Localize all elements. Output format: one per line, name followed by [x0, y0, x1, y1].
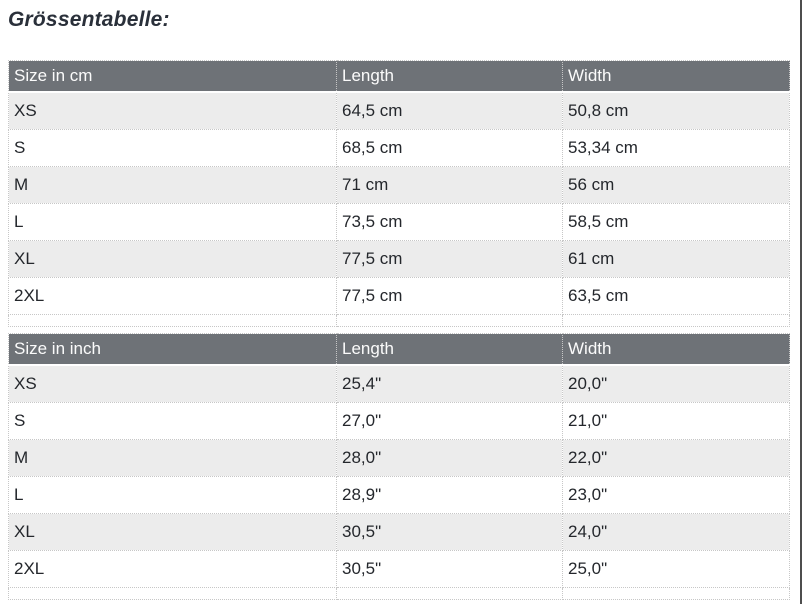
spacer-cell — [336, 314, 563, 327]
table-row: XS 25,4" 20,0" — [8, 364, 790, 403]
value-cell: 77,5 cm — [336, 277, 563, 315]
content-right-border — [800, 0, 802, 604]
value-cell: 61 cm — [562, 240, 790, 278]
value-cell: 23,0" — [562, 476, 790, 514]
spacer-cell — [562, 587, 790, 600]
value-cell: 64,5 cm — [336, 91, 563, 130]
spacer-cell — [8, 587, 337, 600]
value-cell: 22,0" — [562, 439, 790, 477]
spacer-row — [8, 587, 790, 600]
size-cell: S — [8, 402, 337, 440]
table-row: S 68,5 cm 53,34 cm — [8, 129, 790, 167]
value-cell: 53,34 cm — [562, 129, 790, 167]
column-header: Width — [562, 333, 790, 366]
column-header: Size in cm — [8, 60, 337, 93]
spacer-cell — [336, 587, 563, 600]
value-cell: 30,5" — [336, 550, 563, 588]
table-row: L 28,9" 23,0" — [8, 476, 790, 514]
spacer-cell — [8, 314, 337, 327]
value-cell: 28,9" — [336, 476, 563, 514]
size-cell: L — [8, 203, 337, 241]
size-cell: L — [8, 476, 337, 514]
value-cell: 21,0" — [562, 402, 790, 440]
value-cell: 30,5" — [336, 513, 563, 551]
size-table-title: Grössentabelle: — [8, 8, 170, 31]
value-cell: 20,0" — [562, 364, 790, 403]
size-cell: M — [8, 166, 337, 204]
value-cell: 25,4" — [336, 364, 563, 403]
header-row: Size in cm Length Width — [8, 60, 790, 93]
table-row: M 71 cm 56 cm — [8, 166, 790, 204]
value-cell: 28,0" — [336, 439, 563, 477]
spacer-row — [8, 314, 790, 327]
column-header: Length — [336, 333, 563, 366]
value-cell: 50,8 cm — [562, 91, 790, 130]
table-row: XL 30,5" 24,0" — [8, 513, 790, 551]
value-cell: 71 cm — [336, 166, 563, 204]
size-cell: 2XL — [8, 277, 337, 315]
table-row: S 27,0" 21,0" — [8, 402, 790, 440]
value-cell: 77,5 cm — [336, 240, 563, 278]
value-cell: 27,0" — [336, 402, 563, 440]
size-table-cm: Size in cm Length Width XS 64,5 cm 50,8 cm S 68… — [8, 60, 790, 327]
table-row: 2XL 77,5 cm 63,5 cm — [8, 277, 790, 315]
value-cell: 73,5 cm — [336, 203, 563, 241]
size-cell: XL — [8, 513, 337, 551]
column-header: Size in inch — [8, 333, 337, 366]
size-cell: XL — [8, 240, 337, 278]
value-cell: 68,5 cm — [336, 129, 563, 167]
spacer-cell — [562, 314, 790, 327]
column-header: Length — [336, 60, 563, 93]
size-cell: S — [8, 129, 337, 167]
column-header: Width — [562, 60, 790, 93]
value-cell: 58,5 cm — [562, 203, 790, 241]
value-cell: 56 cm — [562, 166, 790, 204]
size-cell: M — [8, 439, 337, 477]
size-cell: XS — [8, 91, 337, 130]
size-table-inch: Size in inch Length Width XS 25,4" 20,0" S 27,0… — [8, 333, 790, 600]
value-cell: 63,5 cm — [562, 277, 790, 315]
table-row: XL 77,5 cm 61 cm — [8, 240, 790, 278]
value-cell: 24,0" — [562, 513, 790, 551]
table-row: L 73,5 cm 58,5 cm — [8, 203, 790, 241]
size-cell: 2XL — [8, 550, 337, 588]
table-row: XS 64,5 cm 50,8 cm — [8, 91, 790, 130]
value-cell: 25,0" — [562, 550, 790, 588]
size-cell: XS — [8, 364, 337, 403]
table-row: 2XL 30,5" 25,0" — [8, 550, 790, 588]
table-row: M 28,0" 22,0" — [8, 439, 790, 477]
header-row: Size in inch Length Width — [8, 333, 790, 366]
